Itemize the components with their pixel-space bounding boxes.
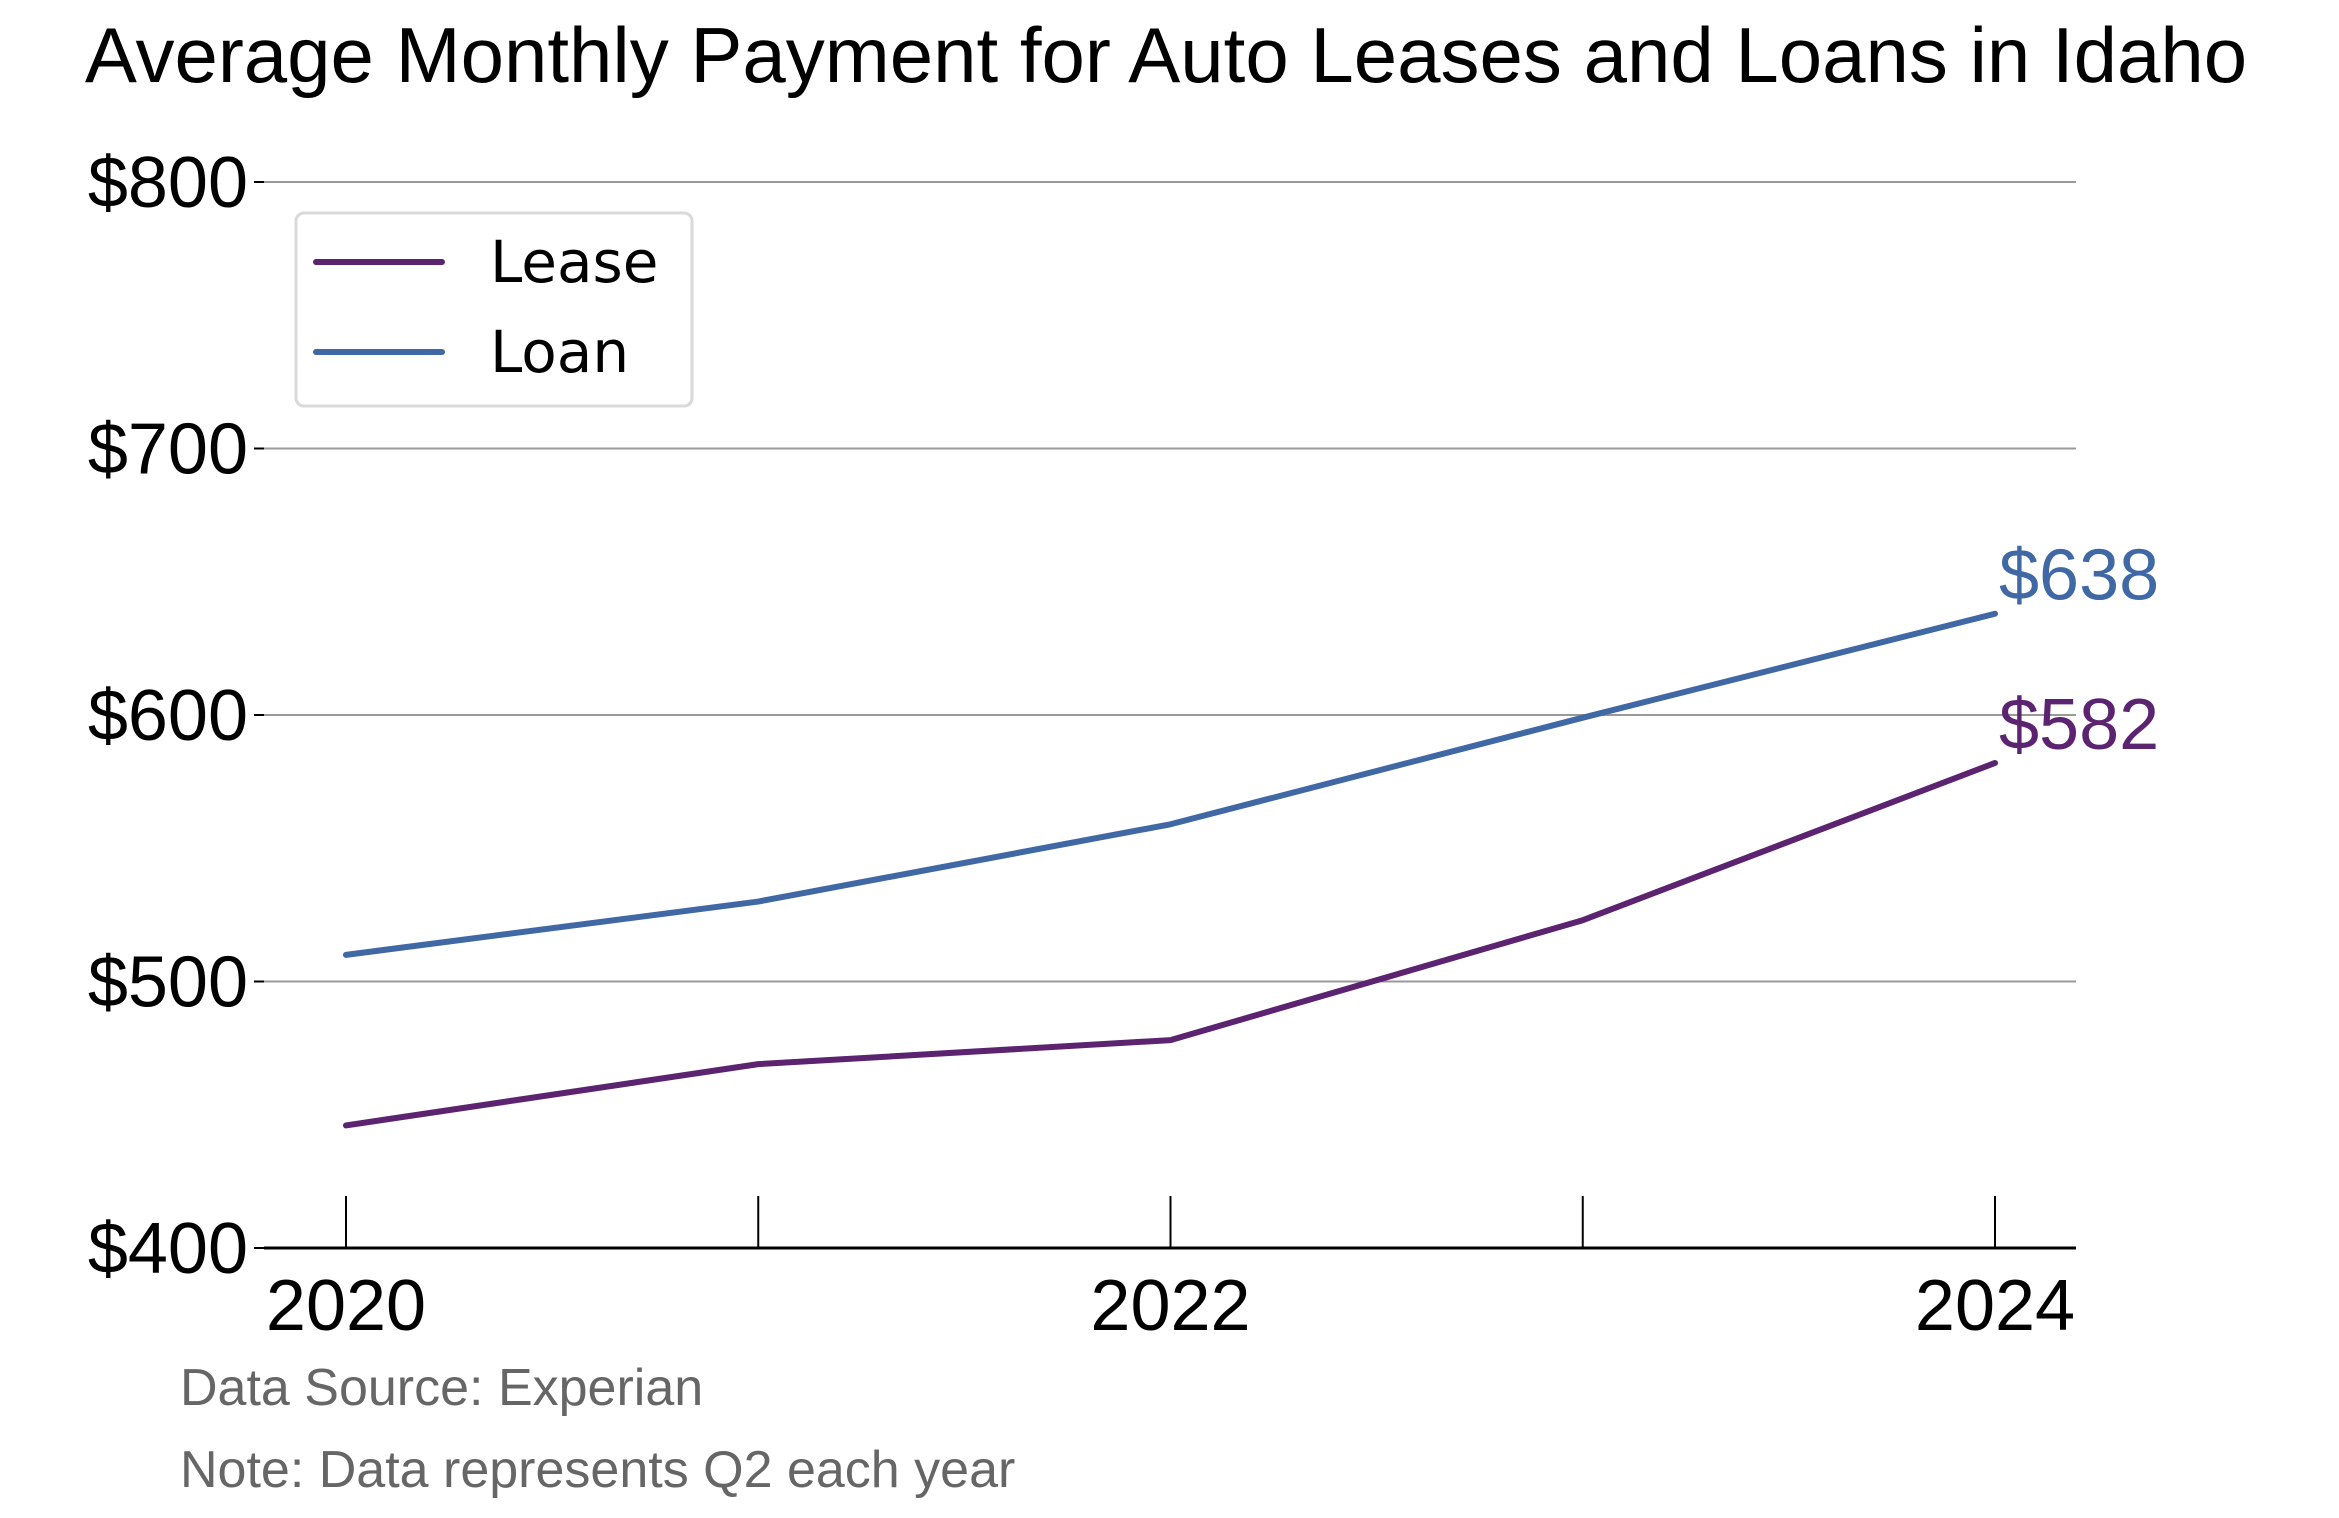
legend-label-lease: Lease: [490, 228, 658, 296]
x-tick-label: 2020: [266, 1266, 426, 1346]
end-label-loan: $638: [1999, 536, 2159, 616]
gridlines: [264, 181, 2076, 983]
source-notes: Data Source: Experian Note: Data represen…: [180, 1359, 1015, 1499]
data-note: Note: Data represents Q2 each year: [180, 1441, 1015, 1499]
y-tick-label: $800: [88, 143, 248, 223]
y-tick-label: $500: [88, 943, 248, 1023]
legend: Lease Loan: [294, 211, 694, 408]
data-source-note: Data Source: Experian: [180, 1359, 703, 1417]
end-label-lease: $582: [1999, 685, 2159, 765]
legend-label-loan: Loan: [490, 318, 629, 386]
x-tick-label: 2024: [1915, 1266, 2075, 1346]
series-line-loan: [343, 610, 1998, 958]
x-tick-label: 2022: [1090, 1266, 1250, 1346]
y-tick-label: $600: [88, 676, 248, 756]
y-axis-ticks: $400 $500 $600 $700 $800: [88, 143, 264, 1289]
x-axis-ticks: 2020 2022 2024: [266, 1196, 2075, 1346]
end-labels: $582 $638: [1999, 536, 2159, 765]
series-lines: [343, 610, 1998, 1129]
chart-title: Average Monthly Payment for Auto Leases …: [85, 11, 2247, 99]
y-tick-label: $700: [88, 410, 248, 490]
series-line-lease: [343, 759, 1998, 1129]
y-tick-label: $400: [88, 1209, 248, 1289]
